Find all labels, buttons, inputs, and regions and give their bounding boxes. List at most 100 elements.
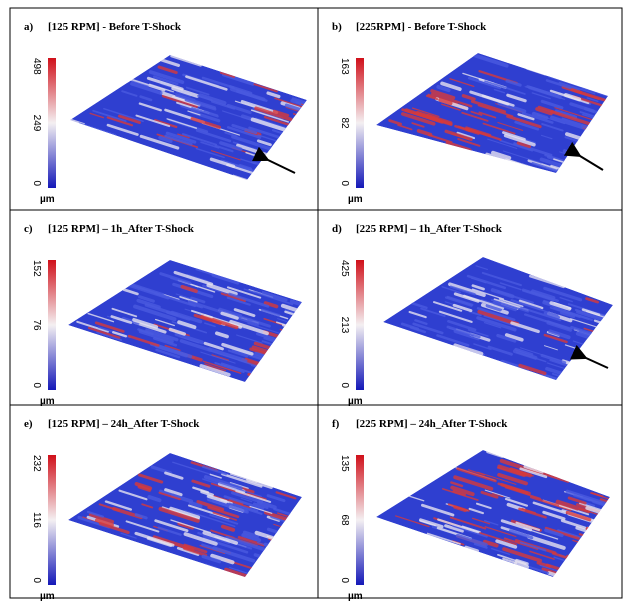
surface-streak (138, 102, 162, 112)
surface-streak (185, 75, 228, 91)
surface-streak (203, 341, 224, 351)
surface-streak (438, 97, 453, 106)
surface-streak (202, 360, 242, 374)
surface-streak (513, 561, 530, 569)
surface-streak (449, 78, 475, 88)
surface-streak (540, 353, 567, 365)
surface-streak (550, 110, 592, 126)
surface-streak (274, 341, 295, 351)
surface-streak (484, 520, 499, 526)
surface-streak (477, 104, 514, 118)
surface-streak (110, 315, 133, 324)
surface-streak (473, 542, 488, 549)
surface-streak (87, 326, 121, 339)
surface-streak (529, 550, 555, 560)
surface-streak (224, 567, 261, 577)
surface-streak (311, 125, 334, 132)
surface-streak (628, 313, 633, 319)
surface-streak (450, 481, 464, 488)
surface-streak (237, 535, 265, 547)
surface-streak (438, 310, 473, 323)
surface-streak (275, 358, 302, 368)
surface-streak (292, 113, 307, 121)
surface-streak (497, 472, 528, 486)
surface-streak (411, 107, 440, 118)
surface-streak (297, 140, 307, 148)
surface-streak (201, 543, 218, 551)
panel-label: b) (332, 21, 342, 33)
surface-streak (221, 342, 254, 356)
surface-streak (623, 333, 633, 338)
surface-streak (254, 351, 297, 368)
surface-streak (161, 94, 199, 108)
surface-streak (166, 118, 198, 129)
surface-streak (157, 526, 182, 536)
surface-streak (220, 524, 236, 532)
surface-streak (303, 116, 307, 132)
surface-streak (227, 349, 249, 358)
surface-streak (477, 471, 517, 485)
surface-streak (229, 473, 258, 484)
surface-streak (166, 310, 191, 321)
surface-streak (297, 110, 307, 123)
panel-title: [125 RPM] - Before T-Shock (48, 21, 182, 33)
surface-streak (409, 326, 427, 334)
surface-streak (549, 301, 572, 311)
surface-streak (289, 146, 307, 158)
surface-streak (125, 520, 160, 533)
surface-streak (266, 494, 286, 503)
surface-streak (472, 517, 491, 525)
surface-streak (581, 308, 601, 316)
surface-streak (467, 329, 489, 337)
surface-streak (242, 530, 260, 538)
surface-streak (436, 84, 451, 93)
surface-streak (164, 344, 181, 352)
surface-streak (596, 347, 613, 362)
surface-streak (581, 551, 606, 562)
surface-streak (221, 110, 254, 122)
surface-streak (162, 293, 180, 301)
surface-streak (177, 133, 190, 139)
surface-streak (196, 500, 225, 512)
surface-streak (609, 530, 610, 539)
surface-streak (154, 292, 197, 308)
surface-streak (548, 329, 571, 340)
surface-streak (86, 510, 104, 518)
surface-streak (150, 465, 172, 475)
surface-streak (253, 291, 294, 306)
surface-streak (219, 141, 243, 152)
surface-streak (493, 88, 506, 94)
surface-streak (307, 518, 324, 524)
surface-streak (515, 469, 534, 477)
surface-streak (578, 533, 603, 543)
surface-streak (282, 324, 302, 337)
surface-streak (160, 58, 180, 67)
surface-streak (539, 157, 566, 169)
colorbar-tick-label: 82 (339, 117, 350, 129)
surface-base (68, 260, 302, 382)
surface-streak (240, 158, 257, 165)
surface-streak (212, 546, 256, 563)
surface-streak (170, 55, 202, 67)
surface-streak (181, 133, 218, 146)
surface-streak (554, 502, 579, 511)
surface (376, 450, 610, 577)
surface-streak (203, 475, 243, 491)
surface-streak (94, 321, 125, 333)
surface-streak (210, 150, 241, 161)
surface-streak (283, 141, 303, 150)
surface-streak (500, 519, 533, 532)
surface-streak (453, 475, 494, 491)
surface-streak (540, 134, 553, 140)
arrow (563, 141, 604, 171)
surface-streak (247, 372, 273, 382)
surface-streak (464, 545, 480, 553)
surface-streak (141, 503, 154, 509)
surface-streak (482, 122, 516, 135)
surface-streak (191, 479, 211, 488)
surface-streak (416, 129, 433, 137)
surface-streak (448, 282, 486, 297)
surface-streak (444, 524, 464, 533)
colorbar-tick-label: 152 (31, 260, 42, 277)
surface-streak (235, 490, 272, 503)
